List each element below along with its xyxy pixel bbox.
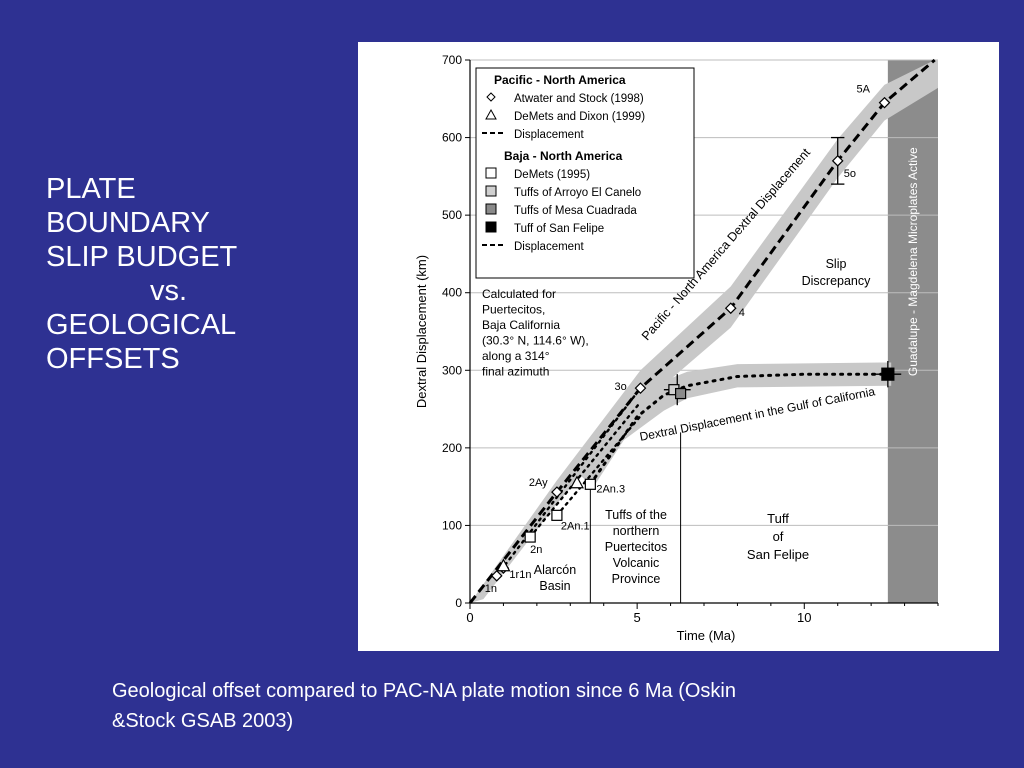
- legend-label-0-1: DeMets and Dixon (1999): [514, 111, 645, 123]
- caption-line-2: &Stock GSAB 2003): [112, 710, 294, 732]
- legend-label-0-0: Atwater and Stock (1998): [514, 93, 644, 105]
- point-label-5A: 5A: [857, 84, 871, 96]
- marker-demets-1995--0: [524, 531, 536, 543]
- annotation-slip-discrepancy-line-1: Slip: [826, 257, 847, 271]
- legend-symbol-0-1: [485, 108, 497, 120]
- point-label-2An-3: 2An.3: [596, 483, 625, 495]
- annotation-calc-note-line-2: Puertecitos,: [482, 303, 545, 317]
- y-tick-label-0: 0: [455, 596, 462, 610]
- legend-box: [475, 67, 695, 279]
- estimate-dotted-line-1: [495, 386, 642, 578]
- marker-atwater-and-stock-1998--2: [551, 486, 563, 498]
- point-label-1r1n: 1r1n: [509, 569, 531, 581]
- marker-demets-and-dixon-1999--1: [569, 475, 584, 489]
- marker-atwater-and-stock-1998--5: [831, 154, 844, 167]
- marker-atwater-and-stock-1998--4: [724, 302, 737, 315]
- y-axis-label: Dextral Displacement (km): [414, 255, 429, 408]
- slide-caption: Geological offset compared to PAC-NA pla…: [112, 676, 932, 736]
- baja-displacement-line: [588, 372, 890, 486]
- legend-label-1-4: Displacement: [514, 241, 584, 253]
- point-label-2Ay: 2Ay: [529, 477, 548, 489]
- legend-label-0-2: Displacement: [514, 129, 584, 141]
- legend-symbol-1-1: [485, 185, 497, 197]
- annotation-puertecitos-line-5: Province: [612, 572, 661, 586]
- annotation-puertecitos-line-2: northern: [613, 524, 660, 538]
- figure-panel: 1n 1r1n 2Ay 3o 4 5o 5A 2n 2An.1 2An.3 0 100 200 300 40…: [358, 42, 999, 651]
- legend-title-2: Baja - North America: [504, 149, 623, 163]
- marker-demets-1995--1: [551, 509, 563, 521]
- legend-label-1-1: Tuffs of Arroyo El Canelo: [514, 187, 641, 199]
- annotation-calc-note-line-3: Baja California: [482, 318, 560, 332]
- x-tick-label-5: 5: [634, 610, 641, 625]
- annotation-puertecitos-line-1: Tuffs of the: [605, 508, 667, 522]
- point-label-4: 4: [739, 307, 745, 319]
- point-label-1n: 1n: [485, 583, 497, 595]
- title-line-5: GEOLOGICAL: [46, 309, 237, 341]
- annotation-slip-discrepancy-line-2: Discrepancy: [802, 274, 872, 288]
- y-tick-label-700: 700: [442, 53, 462, 67]
- x-tick-label-10: 10: [797, 610, 811, 625]
- point-label-5o: 5o: [844, 168, 856, 180]
- point-label-2n: 2n: [530, 544, 542, 556]
- legend-symbol-0-0: [486, 92, 496, 102]
- estimate-dotted-line-2: [528, 400, 642, 539]
- slip-budget-chart: 1n1r1n2Ay3o45o5A2n2An.12An.3010020030040…: [414, 53, 939, 643]
- y-tick-label-100: 100: [442, 518, 462, 532]
- annotation-san-felipe-line-1: Tuff: [767, 511, 789, 526]
- estimate-dotted-line-3: [555, 414, 642, 517]
- x-axis-label: Time (Ma): [677, 628, 736, 643]
- gulf-displacement-band: [577, 362, 892, 487]
- x-tick-label-0: 0: [466, 610, 473, 625]
- marker-atwater-and-stock-1998--3: [634, 382, 647, 394]
- legend-label-1-2: Tuffs of Mesa Cuadrada: [514, 205, 637, 217]
- y-tick-label-300: 300: [442, 363, 462, 377]
- annotation-san-felipe-line-2: of: [773, 529, 784, 544]
- annotation-calc-note-line-4: (30.3° N, 114.6° W),: [482, 334, 589, 348]
- annotation-alarcon-line-1: Alarcón: [534, 563, 576, 577]
- slide-title: PLATE BOUNDARY SLIP BUDGET vs. GEOLOGICA…: [46, 172, 237, 376]
- legend-label-1-0: DeMets (1995): [514, 169, 590, 181]
- annotation-san-felipe-line-3: San Felipe: [747, 547, 809, 562]
- annotation-calc-note-line-6: final azimuth: [482, 365, 549, 379]
- title-line-1: PLATE: [46, 173, 136, 205]
- annotation-puertecitos-line-3: Puertecitos: [605, 540, 668, 554]
- y-tick-label-600: 600: [442, 131, 462, 145]
- legend-symbol-1-2: [485, 203, 497, 215]
- legend-label-1-3: Tuff of San Felipe: [514, 223, 604, 235]
- y-tick-label-500: 500: [442, 208, 462, 222]
- marker-atwater-and-stock-1998--0: [490, 570, 503, 582]
- y-tick-label-400: 400: [442, 286, 462, 300]
- legend-symbol-1-0: [485, 167, 497, 179]
- marker-demets-and-dixon-1999--0: [496, 558, 511, 572]
- caption-line-1: Geological offset compared to PAC-NA pla…: [112, 680, 736, 702]
- annotation-microplates: Guadalupe - Magdelena Microplates Active: [906, 147, 920, 376]
- y-tick-label-200: 200: [442, 441, 462, 455]
- marker-atwater-and-stock-1998--6: [878, 96, 891, 109]
- marker-demets-1995--2: [584, 478, 596, 490]
- point-label-3o: 3o: [614, 381, 626, 393]
- point-label-2An-1: 2An.1: [561, 520, 590, 532]
- legend-title-1: Pacific - North America: [494, 73, 626, 87]
- title-line-6: OFFSETS: [46, 343, 180, 375]
- legend-symbol-1-3: [485, 221, 497, 233]
- annotation-calc-note-line-5: along a 314°: [482, 349, 550, 363]
- marker-tuffs-of-mesa-cuadrada-0: [675, 387, 687, 400]
- microplate-band: [887, 60, 938, 603]
- annotation-puertecitos-line-4: Volcanic: [613, 556, 660, 570]
- title-line-3: SLIP BUDGET: [46, 241, 238, 273]
- annotation-calc-note-line-1: Calculated for: [482, 287, 556, 301]
- title-line-2: BOUNDARY: [46, 207, 210, 239]
- marker-tuff-of-san-felipe-0: [881, 367, 895, 381]
- annotation-alarcon-line-2: Basin: [539, 579, 570, 593]
- title-line-4: vs.: [150, 275, 188, 307]
